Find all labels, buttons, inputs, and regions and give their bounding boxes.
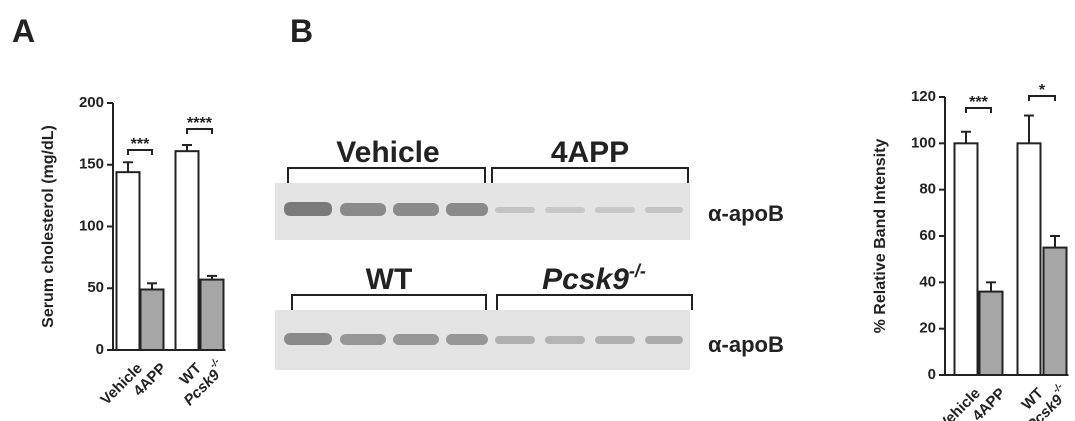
y-tick-label: 200 bbox=[79, 94, 104, 111]
bar bbox=[139, 288, 165, 351]
y-tick-label: 40 bbox=[919, 273, 936, 290]
bar bbox=[1042, 246, 1068, 376]
bar bbox=[174, 150, 200, 351]
significance-label: **** bbox=[187, 115, 213, 132]
blot-group-label: 4APP bbox=[551, 136, 629, 169]
significance-label: * bbox=[1039, 82, 1046, 99]
y-tick-label: 60 bbox=[919, 227, 936, 244]
bar bbox=[953, 142, 979, 376]
y-tick-label: 0 bbox=[928, 366, 936, 383]
panel-label: A bbox=[12, 13, 35, 49]
blot-top bbox=[275, 167, 690, 240]
y-tick-label: 50 bbox=[87, 279, 104, 296]
antibody-label: α-apoB bbox=[708, 201, 784, 226]
blot-group-label: WT bbox=[366, 263, 413, 296]
y-axis-label: % Relative Band Intensity bbox=[872, 139, 889, 334]
significance-label: *** bbox=[969, 94, 988, 111]
blot-group-label: Vehicle bbox=[336, 136, 439, 169]
significance-label: *** bbox=[131, 136, 150, 153]
bar bbox=[199, 278, 225, 352]
y-tick-label: 0 bbox=[96, 341, 104, 358]
bar bbox=[115, 171, 141, 351]
label-superscript: -/- bbox=[629, 261, 646, 281]
blot-bottom bbox=[275, 294, 693, 370]
y-axis-label: Serum cholesterol (mg/dL) bbox=[40, 125, 57, 328]
y-tick-label: 100 bbox=[911, 134, 936, 151]
antibody-label: α-apoB bbox=[708, 332, 784, 357]
y-tick-label: 150 bbox=[79, 156, 104, 173]
y-tick-label: 80 bbox=[919, 181, 936, 198]
significance-bracket bbox=[127, 149, 153, 155]
significance-bracket bbox=[186, 128, 213, 134]
bar bbox=[1016, 142, 1042, 376]
panel-label: B bbox=[290, 13, 313, 49]
label-main: Pcsk9 bbox=[542, 263, 629, 296]
significance-bracket bbox=[965, 107, 992, 113]
y-tick-label: 100 bbox=[79, 217, 104, 234]
y-tick-label: 120 bbox=[911, 88, 936, 105]
y-tick-label: 20 bbox=[919, 320, 936, 337]
bar bbox=[978, 290, 1004, 377]
significance-bracket bbox=[1028, 95, 1056, 101]
blot-group-label: Pcsk9-/- bbox=[542, 261, 646, 296]
